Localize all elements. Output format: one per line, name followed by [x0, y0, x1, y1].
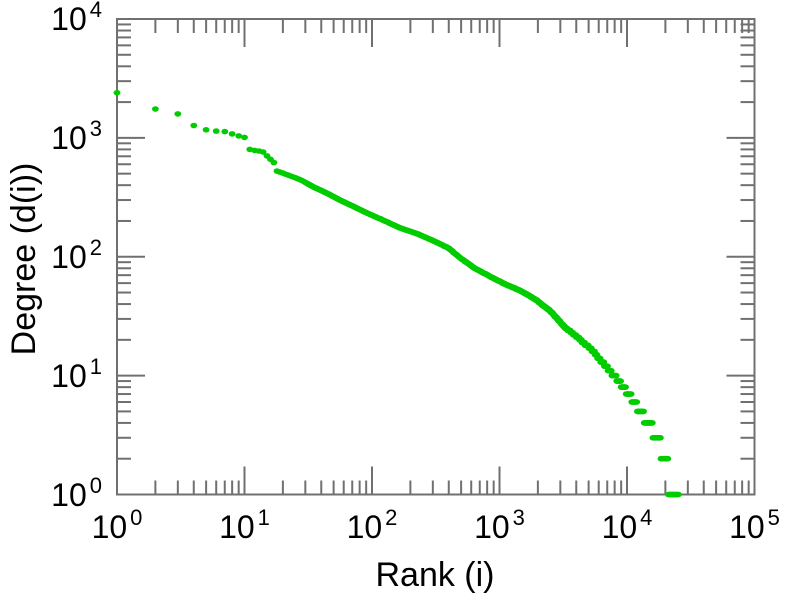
data-point — [633, 399, 641, 405]
data-point — [622, 384, 629, 390]
data-points-series — [113, 89, 682, 498]
data-point — [627, 391, 635, 397]
data-point — [202, 127, 210, 133]
data-point — [607, 367, 615, 374]
y-axis-title: Degree (d(i)) — [5, 162, 43, 356]
data-point — [212, 128, 220, 134]
data-point — [152, 106, 159, 112]
data-point — [228, 131, 236, 137]
data-point — [640, 408, 647, 415]
data-point — [648, 420, 656, 426]
data-point — [259, 149, 267, 155]
data-point — [241, 134, 248, 141]
data-point — [235, 133, 243, 139]
data-point — [604, 363, 611, 370]
data-point — [113, 89, 121, 96]
data-point — [617, 378, 624, 384]
data-point — [657, 435, 664, 441]
data-point — [221, 128, 229, 135]
data-point — [270, 159, 278, 166]
data-point — [675, 491, 682, 498]
data-point — [612, 372, 620, 379]
data-point — [174, 111, 182, 117]
axis-ticks — [116, 18, 756, 496]
data-point — [190, 122, 198, 129]
plot-frame — [116, 18, 756, 496]
x-axis-title: Rank (i) — [375, 556, 495, 594]
data-point — [664, 455, 672, 462]
